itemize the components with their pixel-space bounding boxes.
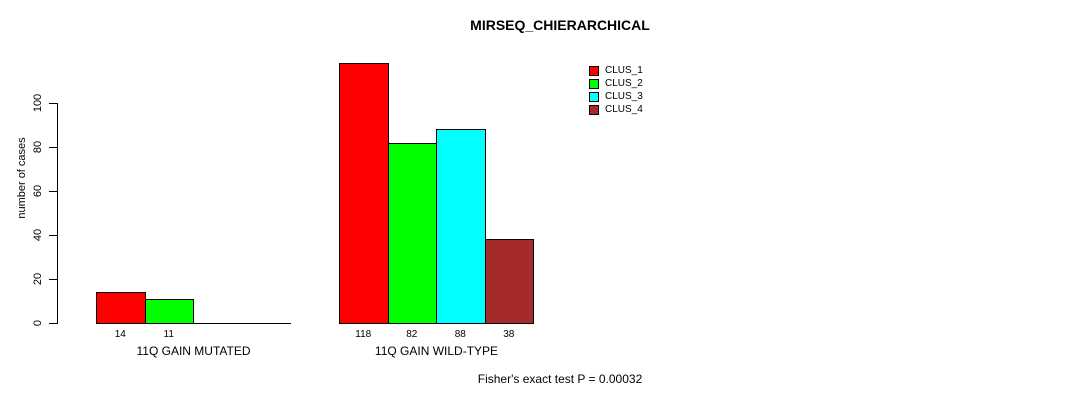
legend: CLUS_1 CLUS_2 CLUS_3 CLUS_4 (589, 64, 643, 116)
x-category-label: 11Q GAIN MUTATED (136, 344, 251, 358)
legend-label: CLUS_1 (605, 65, 643, 76)
bar-clus_2 (387, 142, 437, 324)
legend-item-clus_3: CLUS_3 (589, 90, 643, 103)
bar-clus_3 (436, 129, 486, 324)
bar-clus_4 (484, 239, 534, 324)
bar-value-label: 82 (406, 329, 418, 340)
y-tick (49, 279, 57, 280)
legend-item-clus_4: CLUS_4 (589, 103, 643, 116)
y-tick-label: 80 (32, 140, 44, 154)
legend-label: CLUS_3 (605, 91, 643, 102)
bar-clus_1 (339, 63, 389, 324)
y-tick (49, 235, 57, 236)
bar-value-label: 11 (163, 329, 174, 340)
bar-value-label: 118 (355, 329, 372, 340)
chart-title: MIRSEQ_CHIERARCHICAL (470, 17, 650, 33)
y-axis-line (57, 103, 58, 324)
bar-value-label: 14 (114, 329, 126, 340)
y-axis-label: number of cases (16, 137, 28, 219)
legend-swatch (589, 78, 599, 89)
y-tick (49, 147, 57, 148)
bar-value-label: 38 (503, 329, 515, 340)
bar-clus_2 (144, 298, 194, 324)
y-tick-label: 40 (32, 228, 44, 242)
y-tick-label: 0 (32, 319, 44, 327)
y-tick-label: 20 (32, 272, 44, 286)
bar-clus_1 (96, 292, 146, 324)
legend-item-clus_1: CLUS_1 (589, 64, 643, 77)
legend-item-clus_2: CLUS_2 (589, 77, 643, 90)
x-category-label: 11Q GAIN WILD-TYPE (374, 344, 499, 358)
legend-swatch (589, 104, 599, 115)
legend-label: CLUS_2 (605, 78, 643, 89)
y-tick (49, 191, 57, 192)
y-tick (49, 103, 57, 104)
annotation-fisher-test: Fisher's exact test P = 0.00032 (477, 372, 643, 386)
y-tick-label: 60 (32, 184, 44, 198)
legend-label: CLUS_4 (605, 104, 643, 115)
y-tick (49, 323, 57, 324)
legend-swatch (589, 65, 599, 76)
y-tick-label: 100 (32, 93, 44, 113)
legend-swatch (589, 91, 599, 102)
bar-value-label: 88 (454, 329, 466, 340)
